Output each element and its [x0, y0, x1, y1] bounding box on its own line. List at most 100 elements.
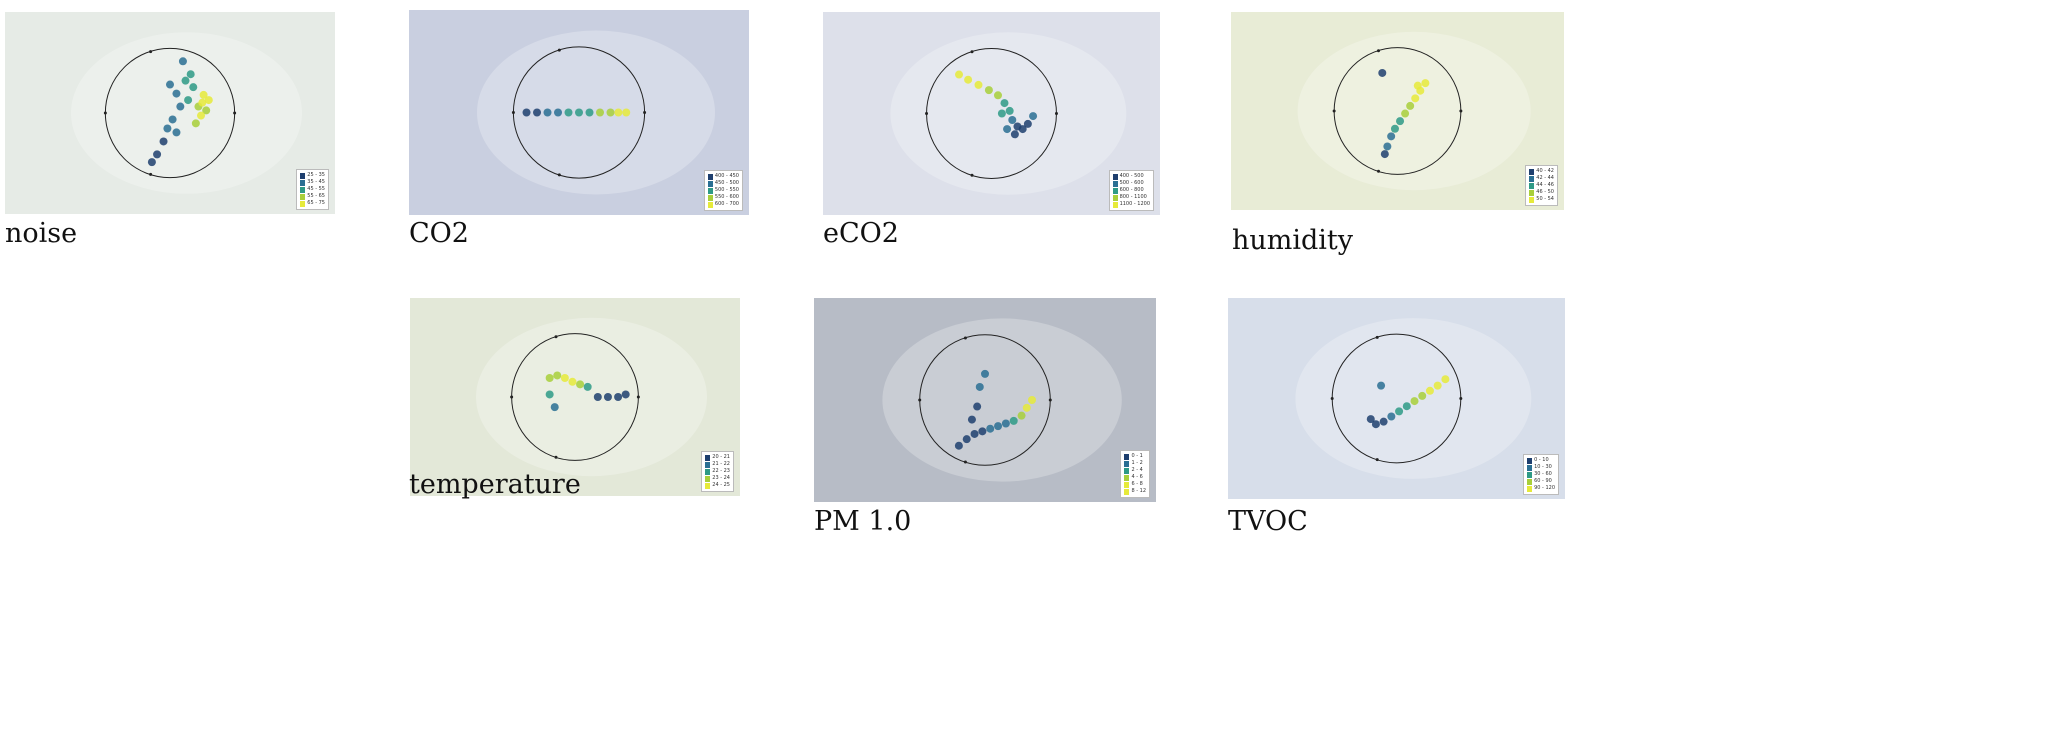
- legend-swatch: [707, 187, 713, 194]
- scatter-svg: [890, 32, 1127, 195]
- plot-co2: 400 - 450 450 - 500 500 - 550 550 - 600 600 …: [409, 10, 749, 215]
- data-point: [178, 57, 187, 66]
- scatter-svg: [477, 30, 715, 195]
- legend-entry: 10 - 30: [1527, 464, 1555, 471]
- caption-humidity: humidity: [1232, 225, 1354, 256]
- legend-entry: 0 - 1: [1124, 453, 1146, 460]
- circle-anchor: [643, 111, 647, 114]
- circle-anchor: [557, 173, 561, 177]
- legend-swatch: [707, 173, 713, 180]
- circle-anchor: [1048, 398, 1052, 402]
- circle-anchor: [554, 455, 558, 459]
- legend-swatch: [1527, 464, 1533, 471]
- legend-label: 22 - 23: [712, 468, 730, 474]
- data-point: [1383, 142, 1392, 151]
- data-point: [1413, 81, 1422, 90]
- legend-swatch: [707, 201, 713, 208]
- data-point: [543, 108, 552, 117]
- legend-entry: 65 - 75: [300, 200, 325, 207]
- data-point: [1387, 132, 1396, 141]
- legend-swatch: [300, 186, 306, 193]
- data-point: [166, 80, 174, 89]
- legend-entry: 40 - 42: [1529, 168, 1554, 175]
- circle-anchor: [970, 50, 974, 54]
- legend-swatch: [1112, 187, 1118, 194]
- data-point: [1410, 397, 1419, 406]
- field-glow: [882, 318, 1122, 482]
- data-point: [1425, 386, 1434, 395]
- data-point: [621, 390, 630, 399]
- legend-label: 65 - 75: [307, 200, 325, 206]
- legend-entry: 50 - 54: [1529, 196, 1554, 203]
- data-point: [189, 83, 198, 92]
- legend-entry: 22 - 23: [705, 468, 730, 475]
- data-point: [593, 393, 602, 401]
- legend-label: 60 - 90: [1534, 478, 1552, 484]
- legend-label: 24 - 25: [712, 482, 730, 488]
- legend-entry: 46 - 50: [1529, 189, 1554, 196]
- data-point: [1023, 119, 1032, 128]
- circle-anchor: [1376, 169, 1380, 173]
- circle-anchor: [1376, 49, 1380, 53]
- legend-entry: 800 - 1100: [1112, 194, 1150, 201]
- legend-label: 0 - 10: [1534, 457, 1549, 463]
- data-point: [159, 137, 168, 146]
- legend-swatch: [1529, 168, 1535, 175]
- data-point: [993, 91, 1002, 100]
- legend-swatch: [705, 461, 711, 468]
- data-point: [994, 422, 1003, 431]
- circle-anchor: [103, 111, 107, 115]
- legend-label: 30 - 60: [1534, 471, 1552, 477]
- data-point: [1395, 407, 1404, 416]
- data-point: [1433, 381, 1442, 390]
- legend-swatch: [1112, 194, 1118, 201]
- legend-swatch: [1529, 182, 1535, 189]
- data-point: [1008, 115, 1017, 124]
- circle-anchor: [1332, 109, 1336, 113]
- legend-label: 40 - 42: [1536, 168, 1554, 174]
- legend-swatch: [300, 200, 306, 207]
- legend: 25 - 35 35 - 45 45 - 55 55 - 65 65 - 75: [296, 169, 329, 210]
- legend-swatch: [705, 482, 711, 489]
- legend-label: 450 - 500: [714, 180, 739, 186]
- legend: 20 - 21 21 - 22 22 - 23 23 - 24 24 - 25: [701, 451, 734, 492]
- legend-entry: 600 - 700: [707, 201, 739, 208]
- legend-label: 45 - 55: [307, 186, 325, 192]
- data-point: [978, 427, 987, 436]
- circle-anchor: [557, 48, 561, 52]
- legend-entry: 90 - 120: [1527, 485, 1555, 492]
- plot-humidity: 40 - 42 42 - 44 44 - 46 46 - 50 50 - 54: [1231, 12, 1564, 210]
- circle-anchor: [554, 335, 558, 339]
- legend-swatch: [300, 193, 306, 200]
- legend-label: 90 - 120: [1534, 485, 1555, 491]
- data-point: [176, 102, 185, 111]
- legend-entry: 1100 - 1200: [1112, 201, 1150, 208]
- legend-label: 10 - 30: [1534, 464, 1552, 470]
- legend-entry: 35 - 45: [300, 179, 325, 186]
- data-point: [1009, 416, 1018, 425]
- legend-entry: 6 - 8: [1124, 481, 1146, 488]
- legend-swatch: [705, 475, 711, 482]
- data-point: [595, 108, 604, 117]
- data-point: [168, 115, 177, 124]
- legend-label: 0 - 1: [1131, 453, 1143, 459]
- data-point: [172, 89, 181, 98]
- data-point: [172, 128, 181, 137]
- scatter-svg: [1295, 318, 1532, 479]
- data-point: [550, 403, 559, 412]
- legend-entry: 500 - 550: [707, 187, 739, 194]
- legend: 0 - 10 10 - 30 30 - 60 60 - 90 90 - 120: [1523, 454, 1559, 495]
- legend-entry: 25 - 35: [300, 172, 325, 179]
- data-point: [973, 402, 982, 411]
- data-point: [954, 441, 963, 450]
- data-point: [181, 76, 190, 85]
- legend-label: 4 - 6: [1131, 474, 1143, 480]
- legend-entry: 4 - 6: [1124, 474, 1146, 481]
- legend-label: 500 - 600: [1119, 180, 1144, 186]
- data-point: [545, 390, 554, 399]
- circle-anchor: [963, 336, 967, 340]
- plot-eco2: 400 - 500 500 - 600 600 - 800 800 - 1100 110…: [823, 12, 1160, 215]
- circle-anchor: [1375, 458, 1379, 462]
- legend-swatch: [707, 194, 713, 201]
